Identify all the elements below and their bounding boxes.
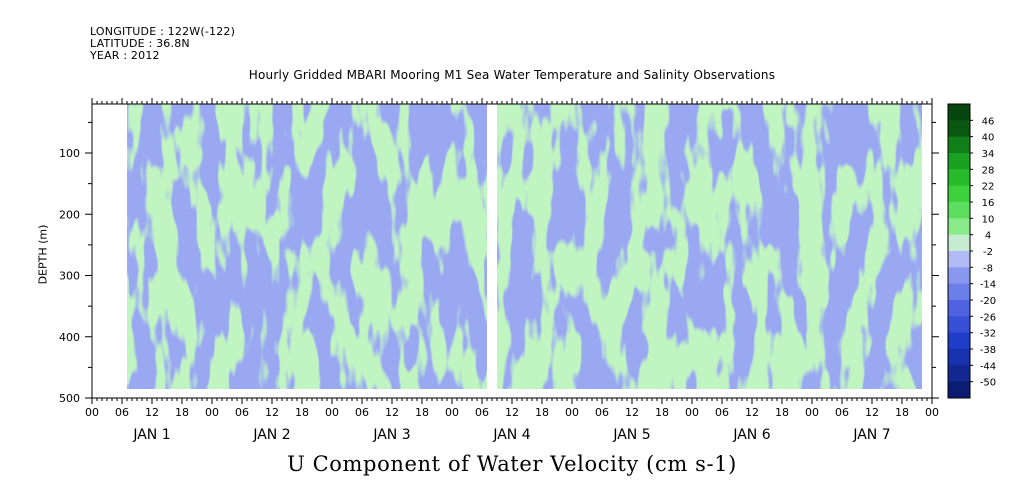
colorbar: 46 40 34 28 22 16 10 4 -2 -8 -14 -20 -26 -32 -38 -44 -50	[947, 103, 996, 399]
colorbar-swatch	[948, 251, 970, 268]
colorbar-label: 40	[982, 133, 995, 144]
x-hour-tick-label: 00	[565, 406, 579, 419]
x-hour-tick-label: 06	[475, 406, 489, 419]
colorbar-swatch	[948, 185, 970, 203]
x-hour-tick-label: 00	[85, 406, 99, 419]
colorbar-swatch	[948, 120, 970, 138]
colorbar-swatch	[948, 136, 970, 154]
colorbar-swatch	[948, 365, 970, 383]
x-hour-tick-label: 06	[115, 406, 129, 419]
y-tick-label: 500	[59, 392, 80, 405]
x-day-label: JAN 7	[852, 427, 890, 443]
colorbar-swatch	[948, 153, 970, 170]
colorbar-label: 4	[985, 231, 991, 242]
colorbar-label: 10	[982, 214, 995, 225]
colorbar-swatch	[948, 283, 970, 301]
colorbar-label: 46	[982, 116, 995, 127]
colorbar-swatch	[948, 104, 970, 121]
x-day-label: JAN 4	[492, 427, 530, 443]
x-day-label: JAN 1	[132, 427, 170, 443]
x-day-label: JAN 3	[372, 427, 410, 443]
x-hour-tick-label: 06	[235, 406, 249, 419]
x-day-label: JAN 5	[612, 427, 650, 443]
velocity-field	[127, 104, 922, 390]
y-tick-label: 100	[59, 147, 80, 160]
colorbar-label: -32	[980, 329, 996, 340]
axes: 00 06 12 18 00 06 12 18 00 06 12 18 00 06 12 18 00 06 12 18…	[59, 98, 939, 443]
y-axis-label: DEPTH (m)	[36, 224, 50, 285]
x-hour-tick-label: 18	[175, 406, 189, 419]
colorbar-swatch	[948, 267, 970, 285]
x-hour-tick-label: 00	[325, 406, 339, 419]
x-hour-tick-label: 18	[415, 406, 429, 419]
colorbar-swatch	[948, 381, 970, 399]
x-hour-tick-label: 12	[865, 406, 879, 419]
latitude-label: LATITUDE : 36.8N	[90, 37, 190, 50]
colorbar-label: 16	[982, 198, 995, 209]
x-hour-tick-label: 00	[805, 406, 819, 419]
colorbar-label: -44	[980, 361, 996, 372]
colorbar-label: -20	[980, 296, 996, 307]
x-axis-label: U Component of Water Velocity (cm s-1)	[287, 452, 737, 476]
x-hour-tick-label: 00	[685, 406, 699, 419]
colorbar-label: 22	[982, 182, 995, 193]
y-tick-label: 400	[59, 331, 80, 344]
year-label: YEAR : 2012	[90, 49, 160, 62]
x-hour-tick-label: 12	[505, 406, 519, 419]
colorbar-label: -38	[980, 345, 996, 356]
x-hour-tick-label: 12	[625, 406, 639, 419]
colorbar-swatch	[948, 349, 970, 366]
data-gap	[487, 104, 497, 390]
x-hour-tick-label: 06	[715, 406, 729, 419]
x-day-label: JAN 6	[732, 427, 770, 443]
x-hour-tick-label: 00	[445, 406, 459, 419]
x-hour-tick-label: 12	[265, 406, 279, 419]
colorbar-label: 28	[982, 165, 995, 176]
x-hour-tick-label: 00	[205, 406, 219, 419]
y-tick-label: 200	[59, 208, 80, 221]
chart-title: Hourly Gridded MBARI Mooring M1 Sea Wate…	[248, 68, 776, 82]
colorbar-swatch	[948, 332, 970, 350]
colorbar-swatch	[948, 218, 970, 236]
x-hour-tick-label: 18	[295, 406, 309, 419]
x-hour-tick-label: 12	[745, 406, 759, 419]
x-hour-tick-label: 18	[655, 406, 669, 419]
colorbar-swatch	[948, 169, 970, 187]
colorbar-label: 34	[982, 149, 995, 160]
colorbar-label: -50	[980, 378, 996, 389]
colorbar-label: -26	[980, 312, 996, 323]
colorbar-label: -14	[980, 280, 996, 291]
colorbar-swatch	[948, 234, 970, 252]
colorbar-label: -8	[983, 263, 993, 274]
colorbar-label: -2	[983, 247, 993, 258]
colorbar-swatch	[948, 316, 970, 334]
x-hour-tick-label: 00	[925, 406, 939, 419]
x-hour-tick-label: 06	[595, 406, 609, 419]
x-hour-tick-label: 18	[895, 406, 909, 419]
x-hour-tick-label: 18	[775, 406, 789, 419]
x-day-label: JAN 2	[252, 427, 290, 443]
field-area	[127, 104, 922, 389]
colorbar-swatch	[948, 202, 970, 219]
x-hour-tick-label: 12	[145, 406, 159, 419]
x-hour-tick-label: 06	[355, 406, 369, 419]
x-hour-tick-label: 18	[535, 406, 549, 419]
y-tick-label: 300	[59, 270, 80, 283]
colorbar-swatch	[948, 300, 970, 317]
x-hour-tick-label: 06	[835, 406, 849, 419]
x-hour-tick-label: 12	[385, 406, 399, 419]
longitude-label: LONGITUDE : 122W(-122)	[90, 25, 236, 38]
